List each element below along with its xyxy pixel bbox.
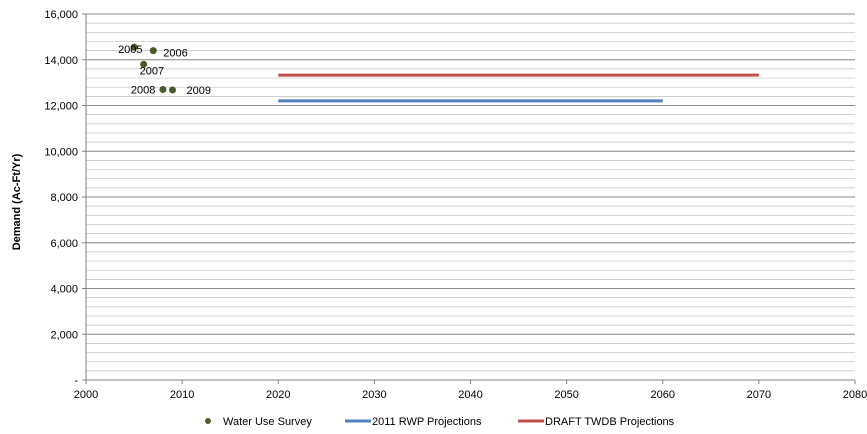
x-tick-label: 2020 (266, 389, 290, 401)
legend-marker (205, 418, 211, 424)
data-label: 2008 (131, 84, 155, 96)
x-tick-label: 2030 (362, 389, 386, 401)
axes (82, 13, 856, 384)
y-tick-label: - (74, 375, 78, 387)
horizontal-gridlines (86, 13, 855, 381)
x-tick-label: 2040 (458, 389, 482, 401)
legend-entry: DRAFT TWDB Projections (545, 416, 675, 428)
y-axis-title: Demand (Ac-Ft/Yr) (11, 153, 23, 250)
x-tick-label: 2050 (554, 389, 578, 401)
data-point (130, 43, 138, 51)
data-point (169, 86, 177, 94)
y-tick-label: 12,000 (44, 101, 78, 113)
x-tick-label: 2080 (843, 389, 867, 401)
y-tick-label: 4,000 (50, 284, 78, 296)
x-tick-label: 2060 (651, 389, 675, 401)
data-point (140, 60, 148, 68)
y-tick-label: 14,000 (44, 55, 78, 67)
x-tick-labels: 2000 2010 2020 2030 2040 2050 2060 2070 2080 (74, 389, 867, 401)
data-label: 2007 (140, 65, 164, 77)
data-label: 2005 (118, 44, 142, 56)
data-label: 2006 (163, 48, 187, 60)
y-tick-label: 8,000 (50, 192, 78, 204)
y-tick-label: 16,000 (44, 9, 78, 21)
y-tick-label: 10,000 (44, 146, 78, 158)
x-tick-label: 2000 (74, 389, 98, 401)
data-point (149, 47, 157, 55)
legend-entry: 2011 RWP Projections (372, 416, 482, 428)
legend-entry: Water Use Survey (223, 416, 312, 428)
data-point (159, 85, 167, 93)
data-label: 2009 (187, 85, 211, 97)
legend: Water Use Survey 2011 RWP Projections DRAF… (205, 416, 675, 428)
series-layer: 2005 2007 2006 2008 2009 (118, 43, 759, 103)
x-tick-label: 2010 (170, 389, 194, 401)
x-tick-label: 2070 (747, 389, 771, 401)
y-tick-labels: - 2,000 4,000 6,000 8,000 10,000 12,000 14,000 1… (44, 9, 78, 387)
y-tick-label: 2,000 (50, 329, 78, 341)
y-tick-label: 6,000 (50, 238, 78, 250)
